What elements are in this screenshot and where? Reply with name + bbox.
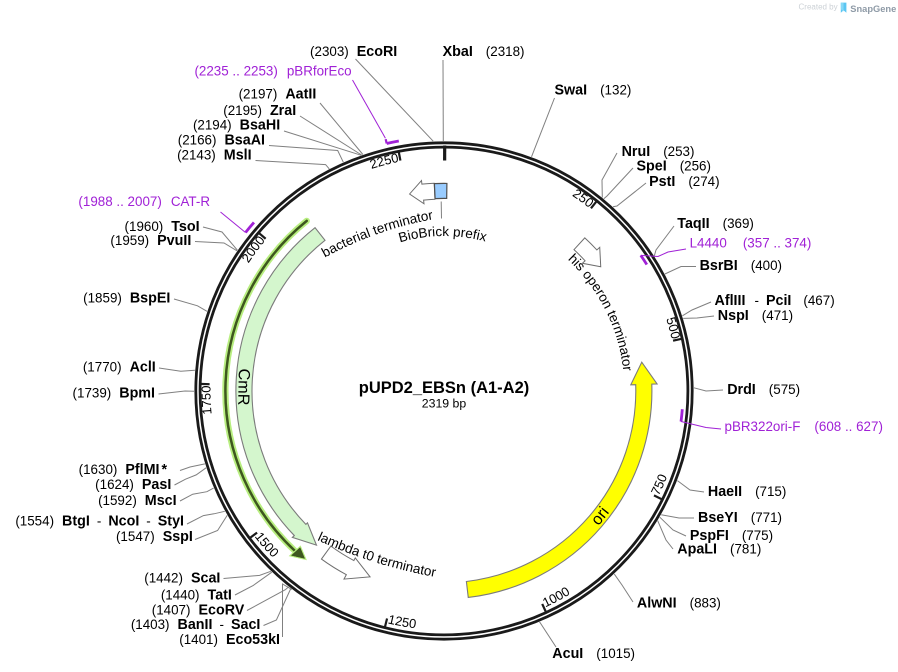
svg-text:(1442)ScaI: (1442) ScaI [144, 571, 220, 587]
svg-text:(1547)SspI: (1547) SspI [116, 529, 193, 545]
svg-text:(2195)ZraI: (2195) ZraI [223, 103, 296, 119]
svg-text:500: 500 [663, 315, 683, 340]
svg-text:(1960)TsoI: (1960) TsoI [125, 219, 200, 235]
svg-text:BsrBI(400): BsrBI (400) [700, 258, 782, 274]
svg-text:(2194)BsaHI: (2194) BsaHI [193, 118, 280, 134]
svg-text:NspI(471): NspI (471) [718, 308, 793, 324]
svg-text:SwaI(132): SwaI (132) [555, 83, 632, 99]
svg-text:(2235 .. 2253)pBRforEco: (2235 .. 2253) pBRforEco [194, 64, 351, 79]
svg-text:(1959)PvuII: (1959) PvuII [110, 233, 191, 249]
svg-text:BioBrick prefix: BioBrick prefix [397, 224, 489, 245]
svg-text:(1859)BspEI: (1859) BspEI [83, 291, 170, 307]
svg-text:(1403)BanII-SacI: (1403) BanII - SacI [131, 617, 261, 633]
svg-text:AlwNI(883): AlwNI (883) [637, 595, 721, 611]
svg-text:L4440(357 .. 374): L4440 (357 .. 374) [690, 236, 812, 251]
svg-text:1250: 1250 [387, 612, 418, 632]
svg-text:DrdI(575): DrdI (575) [727, 382, 800, 398]
svg-text:TaqII(369): TaqII (369) [677, 216, 754, 232]
svg-text:2250: 2250 [368, 150, 400, 172]
svg-text:BseYI(771): BseYI (771) [698, 510, 782, 526]
svg-text:SnapGene: SnapGene [850, 4, 896, 14]
svg-text:(1988 .. 2007)CAT-R: (1988 .. 2007) CAT-R [78, 194, 210, 209]
svg-text:(1554)BtgI-NcoI-StyI: (1554) BtgI - NcoI - StyI [15, 514, 184, 530]
svg-text:(1630)PflMI*: (1630) PflMI * [79, 462, 168, 478]
svg-text:AcuI(1015): AcuI (1015) [552, 646, 635, 662]
svg-text:PspFI(775): PspFI (775) [690, 528, 773, 544]
svg-text:(1401)Eco53kI: (1401) Eco53kI [179, 632, 280, 648]
svg-text:NruI(253): NruI (253) [622, 144, 695, 160]
svg-text:Created by: Created by [799, 3, 838, 12]
svg-text:PstI(274): PstI (274) [649, 174, 720, 190]
svg-text:(2166)BsaAI: (2166) BsaAI [178, 132, 265, 148]
svg-text:(2303)EcoRI: (2303) EcoRI [310, 44, 397, 60]
svg-text:2319 bp: 2319 bp [422, 397, 467, 411]
svg-text:CmR: CmR [234, 368, 253, 405]
svg-text:ApaLI(781): ApaLI (781) [677, 541, 761, 557]
svg-text:SpeI(256): SpeI (256) [637, 159, 711, 175]
svg-text:(2143)MslI: (2143) MslI [177, 147, 252, 163]
svg-text:(1624)PasI: (1624) PasI [95, 477, 171, 493]
svg-text:AflIII-PciI(467): AflIII - PciI (467) [715, 293, 835, 309]
svg-text:XbaI(2318): XbaI (2318) [443, 44, 525, 60]
svg-text:HaeII(715): HaeII (715) [708, 484, 786, 500]
svg-text:(1440)TatI: (1440) TatI [161, 587, 232, 603]
svg-text:(1739)BpmI: (1739) BpmI [73, 386, 155, 402]
svg-text:(1407)EcoRV: (1407) EcoRV [152, 602, 245, 618]
svg-text:(1770)AclI: (1770) AclI [83, 359, 156, 375]
svg-text:(2197)AatII: (2197) AatII [239, 86, 317, 102]
svg-text:pUPD2_EBSn (A1-A2): pUPD2_EBSn (A1-A2) [359, 379, 530, 397]
svg-text:(1592)MscI: (1592) MscI [98, 493, 177, 509]
